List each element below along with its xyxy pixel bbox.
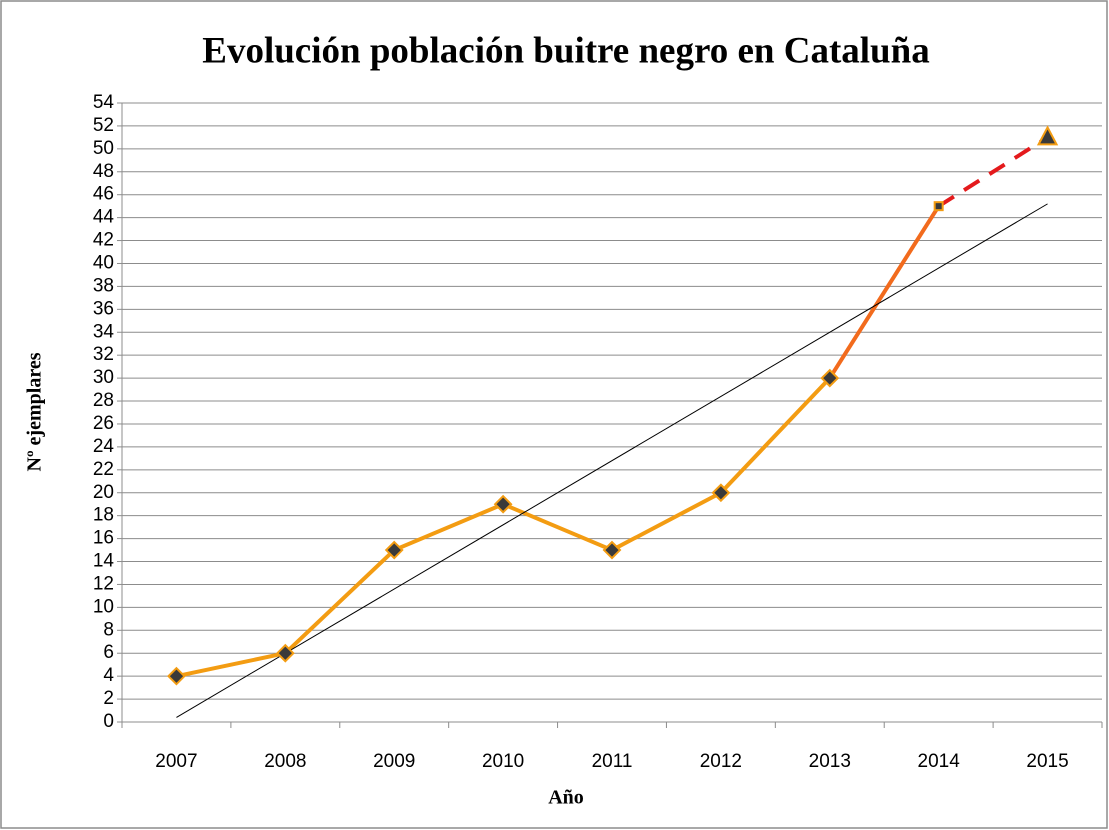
y-tick-label: 24 (93, 436, 115, 457)
marker (493, 494, 513, 514)
y-tick-label: 28 (93, 390, 114, 411)
y-tick-label: 16 (93, 528, 114, 549)
marker (933, 201, 944, 212)
marker (711, 483, 731, 503)
x-tick-label: 2013 (809, 751, 851, 772)
y-tick-label: 54 (93, 92, 115, 113)
y-tick-label: 40 (93, 252, 114, 273)
series-segment (610, 490, 723, 553)
marker (602, 540, 622, 560)
y-tick-label: 32 (93, 344, 114, 365)
y-tick-label: 42 (93, 230, 114, 251)
y-tick-label: 44 (93, 207, 115, 228)
x-tick-label: 2011 (592, 751, 633, 772)
series-segment (937, 135, 1049, 208)
x-tick-label: 2008 (264, 751, 306, 772)
marker (384, 540, 404, 560)
y-tick-label: 0 (103, 711, 114, 732)
y-tick-label: 52 (93, 115, 114, 136)
y-tick-label: 50 (93, 138, 114, 159)
y-tick-label: 30 (93, 367, 114, 388)
y-tick-label: 8 (103, 619, 114, 640)
y-axis-label: Nº ejemplares (24, 352, 46, 471)
y-tick-label: 20 (93, 482, 114, 503)
y-tick-label: 12 (93, 573, 114, 594)
series-segment (827, 204, 941, 381)
series-segment (174, 651, 288, 679)
x-tick-label: 2010 (482, 751, 524, 772)
marker (275, 643, 295, 663)
y-tick-label: 2 (103, 688, 114, 709)
series-segment (718, 376, 832, 495)
x-tick-label: 2012 (700, 751, 742, 772)
trend-line (176, 203, 1048, 718)
marker (820, 368, 840, 388)
series-segment (283, 548, 397, 656)
y-tick-label: 34 (93, 321, 115, 342)
y-tick-label: 36 (93, 298, 114, 319)
x-tick-label: 2009 (373, 751, 415, 772)
y-tick-label: 18 (93, 505, 114, 526)
chart-title: Evolución población buitre negro en Cata… (202, 30, 929, 71)
marker (1036, 125, 1059, 146)
y-tick-label: 38 (93, 275, 114, 296)
y-tick-label: 4 (103, 665, 114, 686)
y-tick-label: 22 (93, 459, 114, 480)
series-segment (392, 502, 506, 553)
y-tick-label: 48 (93, 161, 114, 182)
marker (167, 666, 186, 686)
y-tick-label: 6 (103, 642, 114, 663)
series-segment (501, 502, 614, 553)
y-tick-label: 26 (93, 413, 114, 434)
x-tick-label: 2007 (155, 751, 197, 772)
y-tick-label: 10 (93, 596, 114, 617)
x-axis-label: Año (548, 787, 584, 809)
x-tick-label: 2014 (918, 751, 961, 772)
y-tick-label: 46 (93, 184, 114, 205)
x-tick-label: 2015 (1026, 751, 1068, 772)
y-tick-label: 14 (93, 551, 115, 572)
